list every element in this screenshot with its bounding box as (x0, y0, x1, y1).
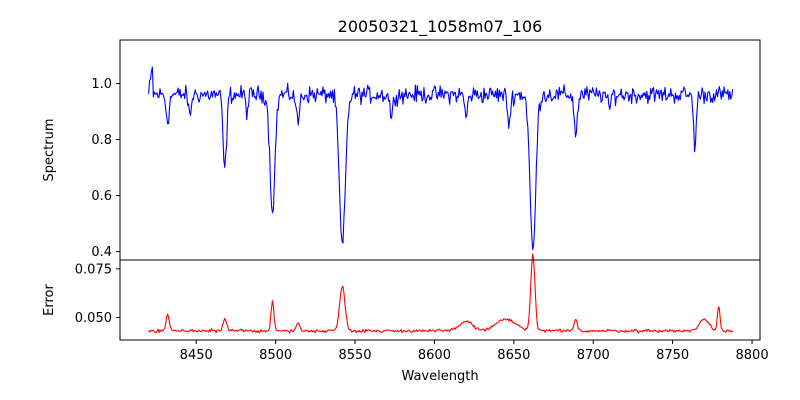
spectrum-y-axis-label: Spectrum (42, 119, 57, 182)
error-axes-frame (119, 259, 761, 341)
error-y-tick-label: 0.050 (75, 311, 112, 326)
x-tick-label: 8600 (418, 348, 451, 363)
spectrum-y-axis: 0.4 0.6 0.8 1.0 (91, 77, 120, 260)
x-tick-label: 8450 (180, 348, 213, 363)
x-tick-label: 8550 (338, 348, 371, 363)
chart-title: 20050321_1058m07_106 (338, 17, 543, 37)
x-tick-label: 8650 (497, 348, 530, 363)
x-tick-label: 8800 (736, 348, 769, 363)
x-tick-label: 8750 (656, 348, 689, 363)
spectrum-y-tick-label: 1.0 (91, 77, 112, 92)
error-series-line (148, 253, 734, 334)
spectrum-y-tick-label: 0.4 (91, 245, 112, 260)
error-y-axis: 0.050 0.075 (75, 262, 120, 326)
error-y-tick-label: 0.075 (75, 262, 112, 277)
x-axis-label: Wavelength (401, 369, 478, 384)
x-tick-label: 8700 (577, 348, 610, 363)
spectrum-y-tick-label: 0.6 (91, 189, 112, 204)
error-y-axis-label: Error (42, 284, 57, 316)
spectrum-series-line (148, 66, 734, 250)
spectrum-y-tick-label: 0.8 (91, 133, 112, 148)
wavelength-x-axis: 8450 8500 8550 8600 8650 8700 8750 8800 (180, 340, 769, 363)
x-tick-label: 8500 (259, 348, 292, 363)
